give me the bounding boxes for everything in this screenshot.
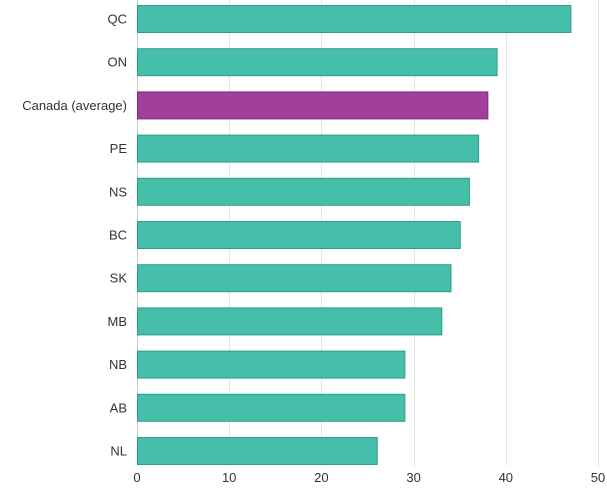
category-label: NS <box>109 184 127 199</box>
category-label: BC <box>109 228 127 243</box>
x-tick-label: 50 <box>591 470 605 485</box>
x-tick-label: 30 <box>406 470 420 485</box>
bar <box>137 393 406 422</box>
category-label: PE <box>110 141 128 156</box>
bar <box>137 264 452 293</box>
bar <box>137 177 470 206</box>
bar <box>137 437 378 465</box>
category-label: ON <box>108 55 128 70</box>
category-label: NL <box>110 444 127 459</box>
category-labels: QC ON Canada (average) PE NS BC SK MB NB AB NL <box>22 12 127 459</box>
x-tick-label: 10 <box>222 470 236 485</box>
category-label: SK <box>110 271 128 286</box>
bars <box>137 5 572 465</box>
x-tick-label: 40 <box>499 470 513 485</box>
bar <box>137 48 498 77</box>
category-label: Canada (average) <box>22 98 127 113</box>
bar <box>137 307 443 336</box>
x-axis-ticks: 0 10 20 30 40 50 <box>133 470 605 485</box>
category-label: AB <box>110 400 127 415</box>
x-tick-label: 0 <box>133 470 140 485</box>
category-label: MB <box>108 314 128 329</box>
category-label: QC <box>108 12 128 27</box>
category-label: NB <box>109 357 127 372</box>
bar <box>137 91 489 120</box>
x-tick-label: 20 <box>314 470 328 485</box>
bar <box>137 350 406 379</box>
bar <box>137 134 480 163</box>
bar <box>137 221 461 249</box>
bar <box>137 5 572 33</box>
